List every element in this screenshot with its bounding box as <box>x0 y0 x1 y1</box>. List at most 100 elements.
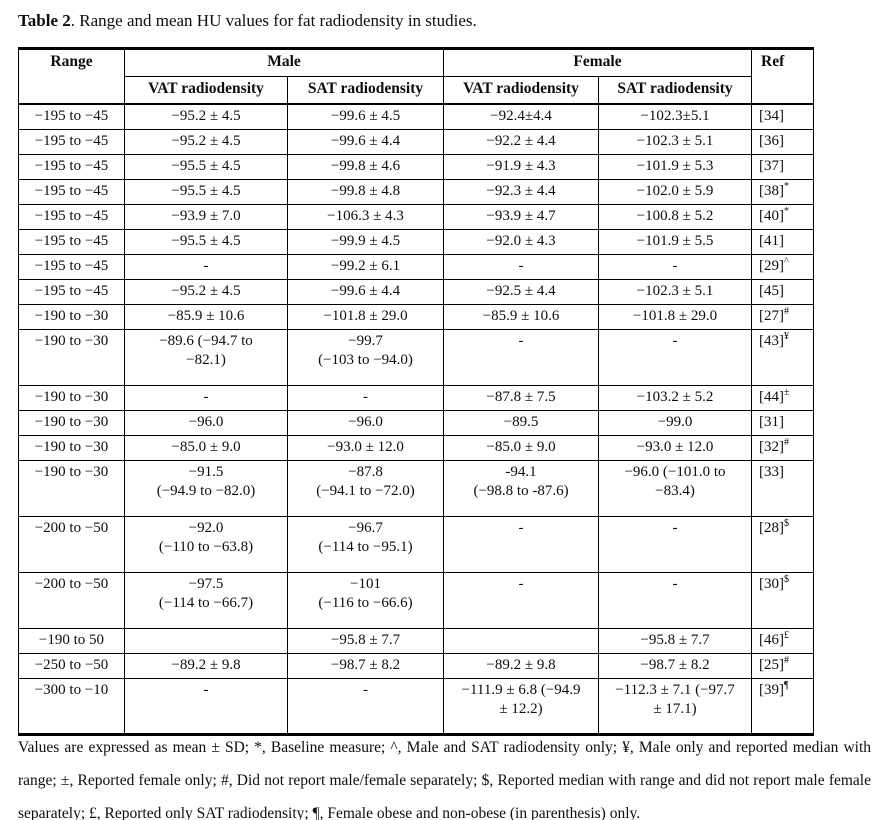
cell-range: −195 to −45 <box>18 103 125 130</box>
cell-male-sat: −93.0 ± 12.0 <box>286 434 445 461</box>
cell-ref: [32]# <box>751 434 815 461</box>
ref-footnote-marker: $ <box>784 573 790 585</box>
cell-female-sat: −93.0 ± 12.0 <box>598 434 753 461</box>
cell-female-vat: −91.9 ± 4.3 <box>443 153 600 180</box>
cell-range: −200 to −50 <box>18 515 125 573</box>
cell-female-vat: −89.5 <box>443 409 600 436</box>
cell-male-sat: −87.8 (−94.1 to −72.0) <box>286 459 445 517</box>
table-footnote: Values are expressed as mean ± SD; *, Ba… <box>18 739 871 820</box>
cell-range: −195 to −45 <box>18 278 125 305</box>
hu-values-table: Range Male Female Ref VAT radiodensity S… <box>18 47 815 736</box>
cell-male-vat: −95.2 ± 4.5 <box>124 278 288 305</box>
table-row: −195 to −45 −95.2 ± 4.5 −99.6 ± 4.4 −92.2 ±… <box>18 128 815 155</box>
ref-footnote-marker: $ <box>784 517 790 529</box>
cell-male-sat: −99.2 ± 6.1 <box>286 253 445 280</box>
cell-female-sat: −101.9 ± 5.5 <box>598 228 753 255</box>
cell-range: −195 to −45 <box>18 153 125 180</box>
ref-footnote-marker: ± <box>784 386 790 398</box>
cell-male-vat: −95.2 ± 4.5 <box>124 103 288 130</box>
ref-footnote-marker: ^ <box>784 255 789 267</box>
cell-female-vat: - <box>443 571 600 629</box>
cell-female-sat: −98.7 ± 8.2 <box>598 652 753 679</box>
cell-female-vat: −92.0 ± 4.3 <box>443 228 600 255</box>
table-row: −190 to 50 −95.8 ± 7.7 −95.8 ± 7.7 [46]£ <box>18 627 815 654</box>
cell-male-sat: −101.8 ± 29.0 <box>286 303 445 330</box>
cell-male-sat: −96.0 <box>286 409 445 436</box>
cell-ref: [41] <box>751 228 815 255</box>
cell-male-vat: −95.5 ± 4.5 <box>124 178 288 205</box>
cell-female-sat: −101.8 ± 29.0 <box>598 303 753 330</box>
cell-male-sat: −99.6 ± 4.4 <box>286 278 445 305</box>
cell-female-vat: -94.1 (−98.8 to -87.6) <box>443 459 600 517</box>
cell-male-sat: −106.3 ± 4.3 <box>286 203 445 230</box>
cell-ref: [45] <box>751 278 815 305</box>
ref-footnote-marker: * <box>784 205 790 217</box>
table-row: −190 to −30 −89.6 (−94.7 to −82.1) −99.7 (… <box>18 328 815 386</box>
col-header-female-sat: SAT radiodensity <box>598 76 753 105</box>
cell-range: −250 to −50 <box>18 652 125 679</box>
cell-male-vat: −93.9 ± 7.0 <box>124 203 288 230</box>
cell-male-vat: - <box>124 384 288 411</box>
cell-range: −300 to −10 <box>18 677 125 735</box>
cell-female-vat: −85.0 ± 9.0 <box>443 434 600 461</box>
cell-female-sat: - <box>598 253 753 280</box>
cell-female-sat: −95.8 ± 7.7 <box>598 627 753 654</box>
cell-female-vat: −89.2 ± 9.8 <box>443 652 600 679</box>
table-row: −195 to −45 −95.5 ± 4.5 −99.8 ± 4.8 −92.3 ±… <box>18 178 815 205</box>
table-row: −195 to −45- −99.2 ± 6.1- - [29]^ <box>18 253 815 280</box>
cell-female-sat: - <box>598 515 753 573</box>
cell-female-vat: −85.9 ± 10.6 <box>443 303 600 330</box>
cell-range: −190 to 50 <box>18 627 125 654</box>
cell-male-sat: −99.9 ± 4.5 <box>286 228 445 255</box>
cell-female-sat: −102.3 ± 5.1 <box>598 128 753 155</box>
table-row: −200 to −50 −97.5 (−114 to −66.7) −101 (−1… <box>18 571 815 629</box>
cell-male-vat: −89.2 ± 9.8 <box>124 652 288 679</box>
cell-male-sat: −95.8 ± 7.7 <box>286 627 445 654</box>
table-title: Table 2. Range and mean HU values for fa… <box>18 10 477 32</box>
cell-ref: [28]$ <box>751 515 815 573</box>
cell-male-sat: −99.6 ± 4.5 <box>286 103 445 130</box>
cell-male-vat: - <box>124 253 288 280</box>
cell-ref: [43]¥ <box>751 328 815 386</box>
cell-female-vat: −87.8 ± 7.5 <box>443 384 600 411</box>
cell-female-vat: - <box>443 328 600 386</box>
col-header-male-vat: VAT radiodensity <box>124 76 288 105</box>
cell-female-vat: −92.3 ± 4.4 <box>443 178 600 205</box>
cell-female-vat: −111.9 ± 6.8 (−94.9 ± 12.2) <box>443 677 600 735</box>
cell-male-vat: −92.0 (−110 to −63.8) <box>124 515 288 573</box>
cell-range: −190 to −30 <box>18 328 125 386</box>
table-header: Range Male Female Ref VAT radiodensity S… <box>18 48 815 105</box>
table-row: −195 to −45 −93.9 ± 7.0 −106.3 ± 4.3 −93.9 … <box>18 203 815 230</box>
cell-female-vat: −92.4±4.4 <box>443 103 600 130</box>
cell-female-sat: - <box>598 571 753 629</box>
cell-female-sat: −112.3 ± 7.1 (−97.7 ± 17.1) <box>598 677 753 735</box>
cell-female-sat: −101.9 ± 5.3 <box>598 153 753 180</box>
cell-female-sat: −103.2 ± 5.2 <box>598 384 753 411</box>
cell-female-vat <box>443 627 600 654</box>
header-row-subcolumns: VAT radiodensity SAT radiodensity VAT ra… <box>19 76 814 105</box>
table-body: −195 to −45 −95.2 ± 4.5 −99.6 ± 4.5 −92.4±4… <box>18 103 815 735</box>
ref-footnote-marker: # <box>784 436 790 448</box>
table-row: −195 to −45 −95.2 ± 4.5 −99.6 ± 4.4 −92.5 ±… <box>18 278 815 305</box>
cell-male-sat: −99.6 ± 4.4 <box>286 128 445 155</box>
table-row: −190 to −30 −96.0 −96.0 −89.5 −99.0 [31] <box>18 409 815 436</box>
cell-ref: [46]£ <box>751 627 815 654</box>
cell-male-vat: −95.2 ± 4.5 <box>124 128 288 155</box>
cell-ref: [34] <box>751 103 815 130</box>
cell-female-sat: −99.0 <box>598 409 753 436</box>
cell-male-vat: −97.5 (−114 to −66.7) <box>124 571 288 629</box>
cell-female-vat: −93.9 ± 4.7 <box>443 203 600 230</box>
cell-female-vat: - <box>443 253 600 280</box>
cell-range: −190 to −30 <box>18 303 125 330</box>
cell-range: −195 to −45 <box>18 128 125 155</box>
cell-male-sat: −96.7 (−114 to −95.1) <box>286 515 445 573</box>
cell-male-sat: - <box>286 384 445 411</box>
cell-ref: [38]* <box>751 178 815 205</box>
cell-range: −190 to −30 <box>18 409 125 436</box>
ref-footnote-marker: # <box>784 654 790 666</box>
cell-ref: [30]$ <box>751 571 815 629</box>
header-row-groups: Range Male Female Ref <box>18 48 815 105</box>
cell-male-vat: −95.5 ± 4.5 <box>124 153 288 180</box>
cell-range: −190 to −30 <box>18 459 125 517</box>
